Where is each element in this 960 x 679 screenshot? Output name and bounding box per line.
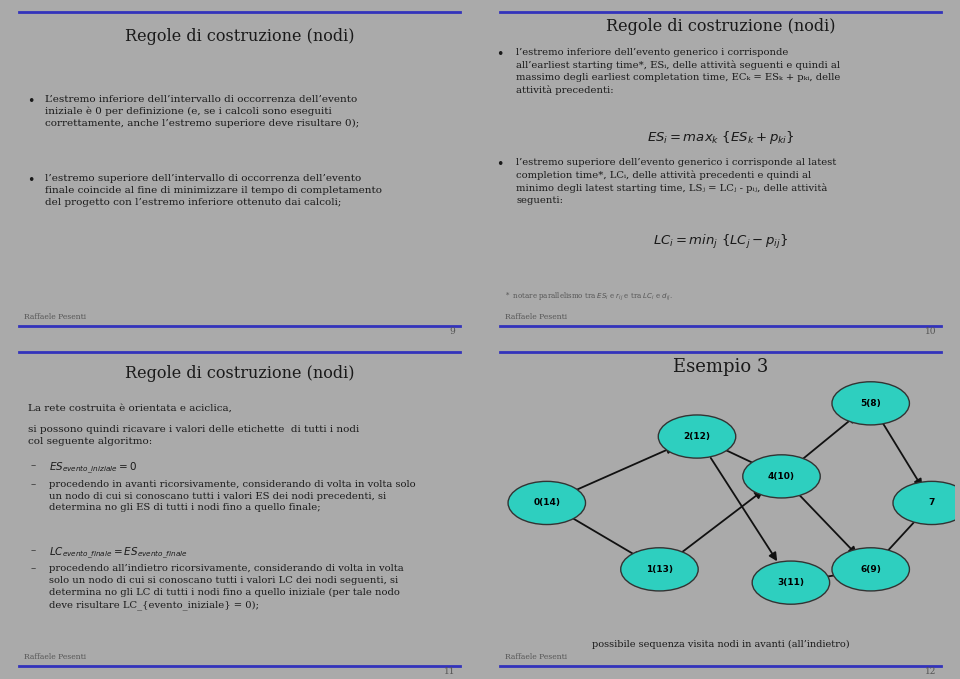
Text: l’estremo inferiore dell’evento generico i corrisponde
all’earliest starting tim: l’estremo inferiore dell’evento generico…: [516, 48, 841, 95]
Ellipse shape: [743, 455, 820, 498]
Text: Raffaele Pesenti: Raffaele Pesenti: [505, 653, 566, 661]
Ellipse shape: [621, 548, 698, 591]
Text: Regole di costruzione (nodi): Regole di costruzione (nodi): [125, 28, 354, 45]
Text: –: –: [31, 461, 36, 470]
Ellipse shape: [832, 382, 909, 425]
Text: Regole di costruzione (nodi): Regole di costruzione (nodi): [606, 18, 835, 35]
Text: $\it{ES_{evento\_iniziale} = 0}$: $\it{ES_{evento\_iniziale} = 0}$: [49, 461, 137, 476]
Text: possibile sequenza visita nodi in avanti (all’indietro): possibile sequenza visita nodi in avanti…: [591, 640, 850, 648]
Text: l’estremo superiore dell’evento generico i corrisponde al latest
completion time: l’estremo superiore dell’evento generico…: [516, 158, 836, 204]
Text: Raffaele Pesenti: Raffaele Pesenti: [24, 653, 85, 661]
Text: Regole di costruzione (nodi): Regole di costruzione (nodi): [125, 365, 354, 382]
Text: l’estremo superiore dell’intervallo di occorrenza dell’evento
finale coincide al: l’estremo superiore dell’intervallo di o…: [45, 175, 382, 207]
Text: *  notare parallelismo tra $ES_i$ e $r_{ij}$ e tra $LC_i$ e $d_{ij}$.: * notare parallelismo tra $ES_i$ e $r_{i…: [505, 291, 672, 304]
Text: •: •: [496, 158, 504, 171]
Text: 2(12): 2(12): [684, 432, 710, 441]
Text: 12: 12: [925, 667, 936, 676]
Text: 10: 10: [924, 327, 936, 335]
Text: –: –: [31, 479, 36, 489]
Text: L’estremo inferiore dell’intervallo di occorrenza dell’evento
iniziale è 0 per d: L’estremo inferiore dell’intervallo di o…: [45, 94, 359, 128]
Text: 5(8): 5(8): [860, 399, 881, 408]
Text: Raffaele Pesenti: Raffaele Pesenti: [24, 313, 85, 321]
Ellipse shape: [832, 548, 909, 591]
Text: 0(14): 0(14): [534, 498, 561, 507]
Text: •: •: [496, 48, 504, 61]
Ellipse shape: [893, 481, 960, 525]
Text: procedendo all’indietro ricorsivamente, considerando di volta in volta
solo un n: procedendo all’indietro ricorsivamente, …: [49, 564, 404, 610]
Ellipse shape: [659, 415, 735, 458]
Text: 1(13): 1(13): [646, 565, 673, 574]
Ellipse shape: [508, 481, 586, 525]
Text: –: –: [31, 546, 36, 555]
Text: $\it{LC_i = min_j\ \{LC_j - p_{ij}\}}$: $\it{LC_i = min_j\ \{LC_j - p_{ij}\}}$: [653, 234, 788, 251]
Text: si possono quindi ricavare i valori delle etichette  di tutti i nodi
col seguent: si possono quindi ricavare i valori dell…: [28, 425, 360, 445]
Text: 9: 9: [449, 327, 455, 335]
Text: –: –: [31, 564, 36, 573]
Ellipse shape: [753, 561, 829, 604]
Text: 11: 11: [444, 667, 455, 676]
Text: •: •: [27, 175, 35, 187]
Text: 3(11): 3(11): [778, 578, 804, 587]
Text: La rete costruita è orientata e aciclica,: La rete costruita è orientata e aciclica…: [28, 403, 232, 412]
Text: 6(9): 6(9): [860, 565, 881, 574]
Text: Esempio 3: Esempio 3: [673, 358, 768, 375]
Text: procedendo in avanti ricorsivamente, considerando di volta in volta solo
un nodo: procedendo in avanti ricorsivamente, con…: [49, 479, 416, 513]
Text: •: •: [27, 94, 35, 108]
Text: $\it{LC_{evento\_finale} = ES_{evento\_finale}}$: $\it{LC_{evento\_finale} = ES_{evento\_f…: [49, 546, 188, 562]
Text: Raffaele Pesenti: Raffaele Pesenti: [505, 313, 566, 321]
Text: 7: 7: [928, 498, 935, 507]
Text: $\it{ES_i = max_k\ \{ES_k + p_{ki}\}}$: $\it{ES_i = max_k\ \{ES_k + p_{ki}\}}$: [647, 130, 794, 147]
Text: 4(10): 4(10): [768, 472, 795, 481]
